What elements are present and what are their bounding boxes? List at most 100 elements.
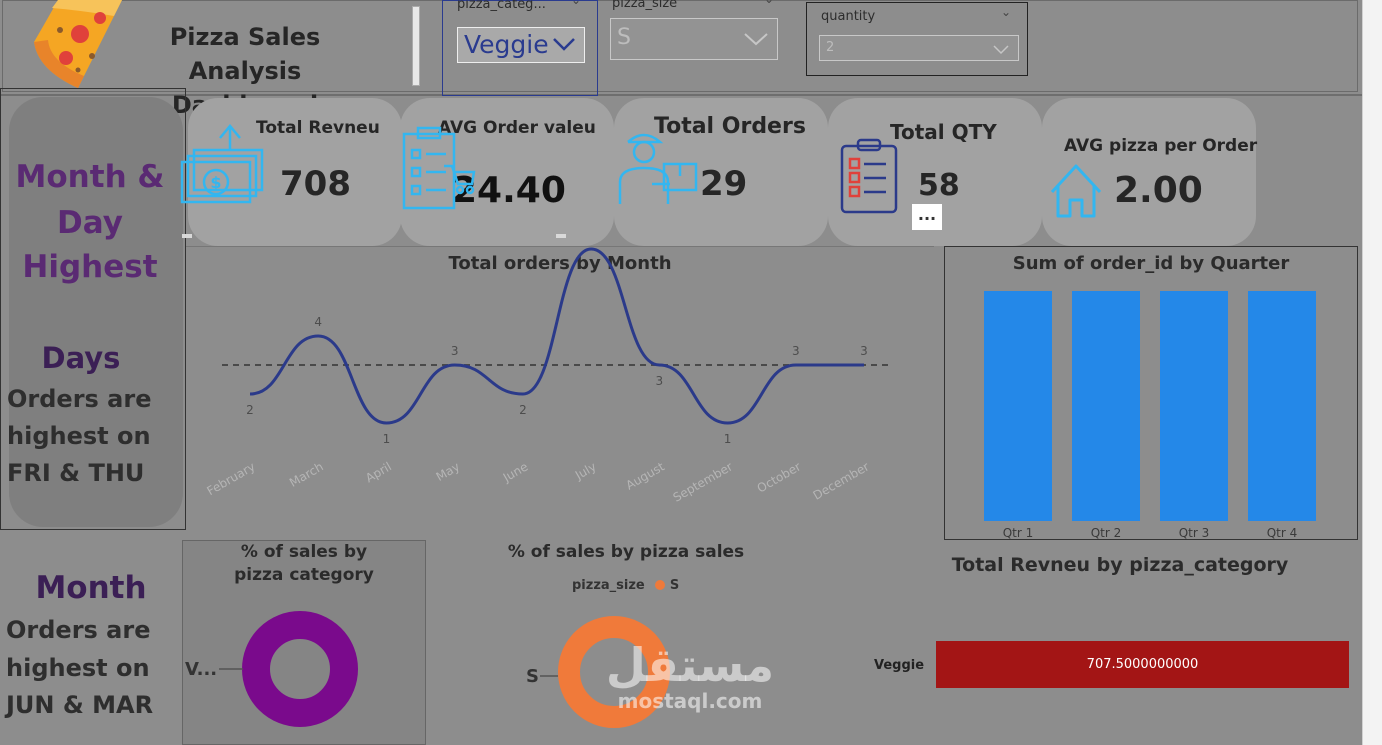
month-highlight: Month Orders are highest on JUN & MAR bbox=[0, 540, 182, 745]
watermark: مستقل mostaql.com bbox=[590, 640, 790, 712]
kpi-label: Total Revneu bbox=[256, 118, 380, 138]
bar-qtr-1 bbox=[984, 291, 1052, 521]
donut-slice-s bbox=[558, 616, 670, 728]
pizza-size-slicer-label: pizza_size bbox=[612, 0, 678, 11]
month-line2: highest on bbox=[6, 654, 150, 682]
donut-plot: V... bbox=[185, 611, 358, 727]
bar-value-label: 707.5000000000 bbox=[1086, 657, 1199, 672]
highlights-heading-line1: Month & bbox=[15, 159, 165, 195]
kpi-value: 24.40 bbox=[452, 170, 566, 211]
quantity-selected: 2 bbox=[826, 40, 835, 55]
bar-qtr-3 bbox=[1160, 291, 1228, 521]
resize-handle[interactable] bbox=[556, 234, 566, 238]
chart-title: Sum of order_id by Quarter bbox=[1012, 253, 1290, 274]
delivery-person-icon bbox=[618, 133, 698, 204]
kpi-label: Total QTY bbox=[890, 120, 997, 144]
chevron-down-icon[interactable]: ⌄ bbox=[571, 0, 582, 7]
orders-by-month-chart: Total orders by Month 2413273133 Februar… bbox=[186, 246, 934, 540]
data-label: 1 bbox=[383, 432, 391, 446]
category-label: Veggie bbox=[874, 658, 925, 673]
data-label: 3 bbox=[792, 344, 800, 358]
legend-title: pizza_size bbox=[572, 578, 645, 593]
x-tick-label: Qtr 2 bbox=[1091, 526, 1122, 540]
kpi-value: 2.00 bbox=[1114, 170, 1203, 211]
bar-qtr-4 bbox=[1248, 291, 1316, 521]
kpi-label: Total Orders bbox=[654, 114, 806, 139]
data-label: 2 bbox=[519, 403, 527, 417]
highlights-heading-line3: Highest bbox=[22, 249, 158, 285]
kpi-value: 708 bbox=[280, 164, 351, 204]
donut-slice-veggie bbox=[242, 611, 358, 727]
kpi-label: AVG pizza per Order bbox=[1064, 136, 1258, 156]
kpi-avg-pizza-per-order[interactable]: AVG pizza per Order 2.00 bbox=[1042, 98, 1258, 246]
pizza-category-dropdown[interactable]: Veggie bbox=[457, 27, 585, 63]
bars bbox=[984, 291, 1316, 521]
bar-veggie[interactable]: 707.5000000000 bbox=[936, 641, 1349, 688]
header-divider bbox=[412, 6, 420, 86]
x-tick-label: September bbox=[671, 459, 735, 504]
x-tick-label: February bbox=[204, 459, 257, 498]
data-label: 2 bbox=[246, 403, 254, 417]
x-tick-label: Qtr 4 bbox=[1267, 526, 1298, 540]
legend: pizza_size S bbox=[572, 578, 679, 593]
x-tick-label: July bbox=[572, 459, 599, 482]
x-tick-label: June bbox=[500, 459, 531, 485]
quantity-slicer: quantity ⌄ 2 bbox=[806, 2, 1028, 76]
orders-by-quarter-chart: Sum of order_id by Quarter Qtr 1 Qtr 2 Qtr… bbox=[944, 246, 1358, 540]
pizza-size-dropdown[interactable]: S bbox=[610, 18, 778, 60]
chevron-down-icon[interactable]: ⌄ bbox=[764, 0, 774, 6]
scroll-gutter[interactable] bbox=[1362, 0, 1382, 745]
month-line3: JUN & MAR bbox=[6, 691, 154, 719]
kpi-value: 29 bbox=[700, 164, 748, 204]
chart-title: % of sales by pizza category bbox=[234, 542, 374, 585]
more-options-button[interactable]: ... bbox=[912, 204, 942, 230]
data-label: 3 bbox=[451, 344, 459, 358]
header-frame bbox=[2, 0, 1358, 92]
legend-item: S bbox=[669, 578, 680, 593]
kpi-total-orders[interactable]: Total Orders 29 bbox=[614, 98, 828, 246]
slice-label: V... bbox=[185, 659, 217, 680]
chevron-down-icon bbox=[993, 45, 1009, 55]
x-tick-label: Qtr 1 bbox=[1003, 526, 1034, 540]
data-label: 4 bbox=[314, 315, 322, 329]
x-tick-label: April bbox=[363, 459, 394, 485]
chevron-down-icon bbox=[553, 38, 575, 51]
x-axis-ticks: February March April May June July August Septe… bbox=[204, 459, 871, 504]
data-label: 3 bbox=[656, 374, 664, 388]
line-chart-plot: 2413273133 FebruaryMarchAprilMayJuneJuly… bbox=[204, 247, 892, 505]
month-line1: Orders are bbox=[6, 616, 151, 644]
slice-label: S bbox=[526, 666, 539, 687]
resize-handle[interactable] bbox=[182, 234, 192, 238]
month-heading: Month bbox=[35, 570, 147, 606]
data-label: 3 bbox=[860, 344, 868, 358]
highlights-pill bbox=[9, 97, 183, 527]
chevron-down-icon bbox=[744, 33, 768, 46]
pizza-category-selected: Veggie bbox=[464, 30, 549, 59]
money-growth-icon: $ bbox=[180, 124, 264, 204]
house-icon bbox=[1050, 164, 1102, 218]
chart-title: Total orders by Month bbox=[448, 253, 672, 274]
legend-swatch bbox=[655, 580, 666, 590]
x-tick-label: Qtr 3 bbox=[1179, 526, 1210, 540]
days-line2: highest on bbox=[7, 422, 151, 450]
quantity-slicer-label: quantity bbox=[821, 9, 876, 24]
highlights-panel: Month & Day Highest Days Orders are high… bbox=[0, 88, 186, 530]
x-tick-label: May bbox=[434, 459, 462, 484]
pizza-size-selected: S bbox=[617, 25, 631, 50]
series-line bbox=[249, 247, 864, 425]
x-tick-label: December bbox=[811, 459, 872, 502]
days-heading: Days bbox=[41, 341, 121, 375]
data-label: 1 bbox=[724, 432, 732, 446]
kpi-label: AVG Order valeu bbox=[438, 118, 596, 138]
x-axis-ticks: Qtr 1 Qtr 2 Qtr 3 Qtr 4 bbox=[1003, 526, 1298, 540]
x-tick-label: October bbox=[755, 459, 804, 495]
clipboard-list-icon bbox=[840, 138, 898, 214]
pizza-slice-icon bbox=[34, 0, 122, 88]
chart-title: % of sales by pizza sales bbox=[507, 542, 745, 562]
revenue-by-category-chart: Total Revneu by pizza_category Veggie 70… bbox=[860, 544, 1358, 745]
days-line3: FRI & THU bbox=[7, 459, 145, 487]
watermark-arabic: مستقل bbox=[605, 638, 775, 692]
chevron-down-icon[interactable]: ⌄ bbox=[1001, 5, 1012, 19]
quantity-dropdown[interactable]: 2 bbox=[819, 35, 1019, 61]
